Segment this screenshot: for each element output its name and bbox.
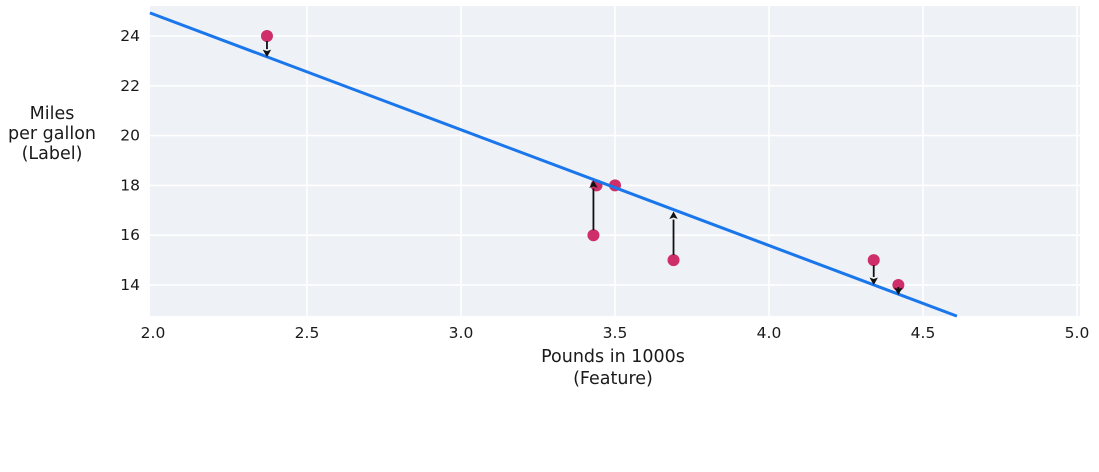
x-tick-label: 3.0: [449, 324, 474, 342]
x-tick-label: 2.0: [141, 324, 166, 342]
y-tick-label: 14: [120, 276, 140, 294]
loss-arrow-head: [669, 211, 678, 220]
y-tick-label: 18: [120, 176, 140, 194]
loss-arrow-head: [589, 180, 598, 188]
y-axis-label: Miles: [30, 104, 75, 124]
x-axis-label: (Feature): [573, 369, 653, 389]
y-tick-label: 20: [120, 127, 140, 145]
loss-arrow-head: [262, 49, 272, 58]
y-tick-label: 22: [120, 77, 140, 95]
chart-canvas: 2.0 2.5 3.0 3.5 4.0 4.5 5.0 14 16 18 20 22 24 Pounds …: [8, 6, 1090, 389]
x-axis-label: Pounds in 1000s: [541, 347, 685, 367]
y-axis-label: (Label): [22, 144, 83, 164]
y-tick-label: 16: [120, 226, 140, 244]
x-tick-label: 3.5: [603, 324, 628, 342]
x-tick-label: 2.5: [295, 324, 320, 342]
data-point: [587, 229, 600, 242]
data-point: [667, 254, 680, 267]
y-tick-label: 24: [120, 27, 140, 45]
loss-arrow-head: [894, 287, 903, 295]
y-axis-label: per gallon: [8, 124, 96, 144]
x-tick-label: 5.0: [1065, 324, 1090, 342]
chart-legend: Loss lines Model: [0, 395, 1099, 472]
model-line: [149, 11, 958, 318]
data-point: [260, 30, 273, 42]
x-tick-label: 4.5: [911, 324, 936, 342]
data-point: [867, 254, 880, 267]
x-tick-label: 4.0: [757, 324, 782, 342]
loss-arrow-head: [869, 277, 878, 285]
